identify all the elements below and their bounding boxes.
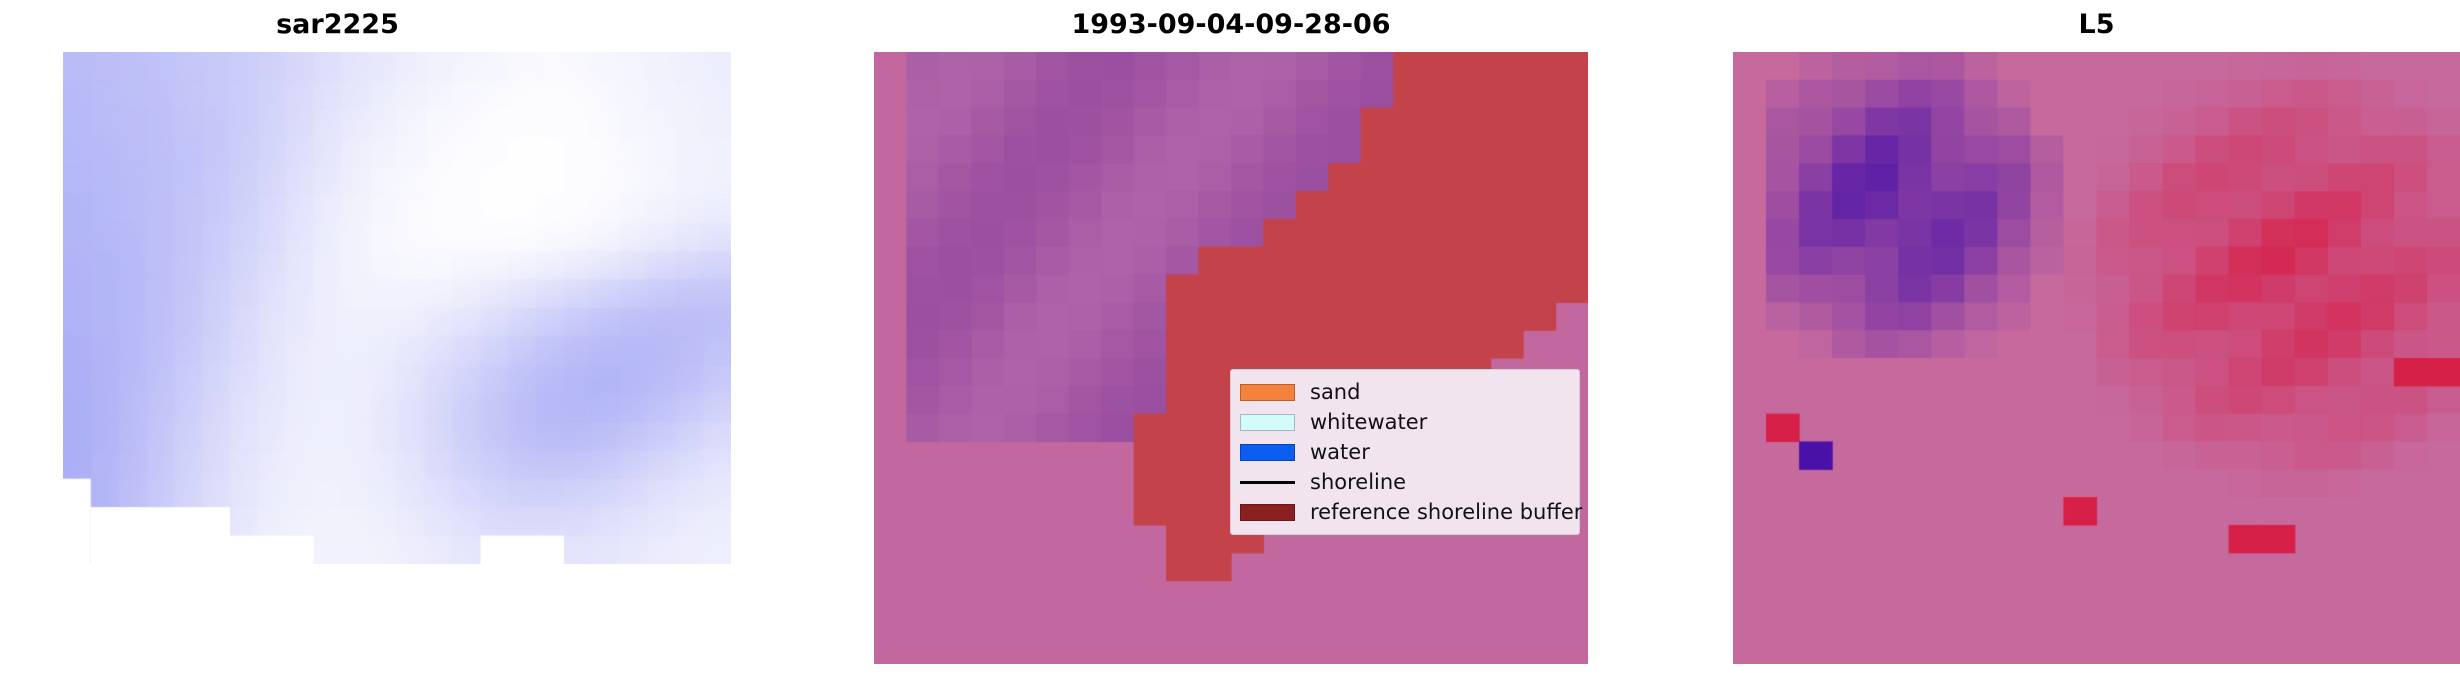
legend-item-sand: sand xyxy=(1240,377,1567,407)
panel-title-sar2225: sar2225 xyxy=(276,9,399,40)
classification-raster-image xyxy=(874,52,1588,664)
legend-label-reference-shoreline-buffer: reference shoreline buffer xyxy=(1310,499,1583,524)
legend-item-shoreline: shoreline xyxy=(1240,467,1567,497)
legend-item-water: water xyxy=(1240,437,1567,467)
panel-title-l5: L5 xyxy=(2078,9,2115,40)
shoreline-line-swatch xyxy=(1240,480,1295,484)
sand-color-swatch xyxy=(1240,383,1295,401)
legend-item-whitewater: whitewater xyxy=(1240,407,1567,437)
panel-classification: 1993-09-04-09-28-06 sand whitewater wate… xyxy=(874,0,1588,681)
axes-sar2225 xyxy=(63,52,731,564)
panel-title-classification: 1993-09-04-09-28-06 xyxy=(1071,9,1391,40)
panel-sar2225: sar2225 xyxy=(0,0,795,681)
legend-label-water: water xyxy=(1310,439,1370,464)
legend-label-shoreline: shoreline xyxy=(1310,469,1407,494)
legend-label-whitewater: whitewater xyxy=(1310,409,1428,434)
legend-label-sand: sand xyxy=(1310,379,1361,404)
panel-l5: L5 xyxy=(1733,0,2460,681)
water-color-swatch xyxy=(1240,443,1295,461)
legend-item-reference-shoreline-buffer: reference shoreline buffer xyxy=(1240,497,1582,527)
map-legend: sand whitewater water shoreline referenc… xyxy=(1230,369,1582,535)
l5-raster-image xyxy=(1733,52,2460,664)
axes-classification: sand whitewater water shoreline referenc… xyxy=(874,52,1588,664)
sar-raster-image xyxy=(63,52,731,564)
whitewater-color-swatch xyxy=(1240,413,1295,431)
reference-shoreline-buffer-color-swatch xyxy=(1240,503,1295,521)
axes-l5 xyxy=(1733,52,2460,664)
